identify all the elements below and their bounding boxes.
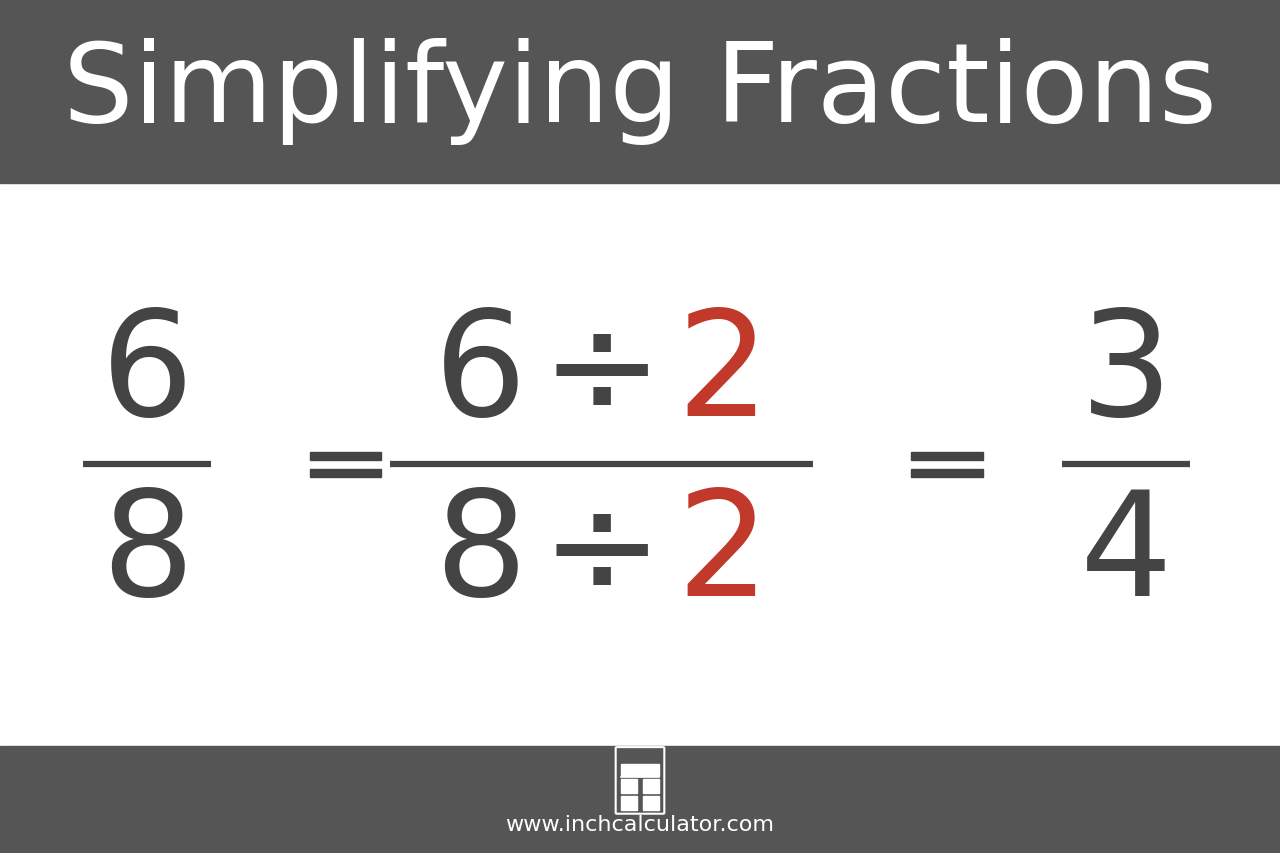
Text: 2: 2 — [677, 484, 769, 625]
Bar — [621, 779, 637, 793]
Bar — [643, 779, 659, 793]
Text: Simplifying Fractions: Simplifying Fractions — [63, 38, 1217, 145]
Text: 6: 6 — [434, 305, 526, 446]
Bar — [0, 746, 1280, 853]
Text: ÷: ÷ — [540, 484, 663, 625]
Text: 8: 8 — [101, 484, 193, 625]
Text: 6: 6 — [101, 305, 193, 446]
Bar — [621, 764, 659, 775]
Text: www.inchcalculator.com: www.inchcalculator.com — [506, 815, 774, 834]
Bar — [0, 0, 1280, 183]
Bar — [643, 797, 659, 810]
Text: 4: 4 — [1080, 484, 1172, 625]
Text: 2: 2 — [677, 305, 769, 446]
Bar — [621, 797, 637, 810]
Text: 8: 8 — [434, 484, 526, 625]
Text: ÷: ÷ — [540, 305, 663, 446]
Bar — [911, 452, 983, 461]
Bar — [310, 469, 381, 478]
Bar — [911, 469, 983, 478]
Bar — [310, 452, 381, 461]
Text: 3: 3 — [1080, 305, 1172, 446]
